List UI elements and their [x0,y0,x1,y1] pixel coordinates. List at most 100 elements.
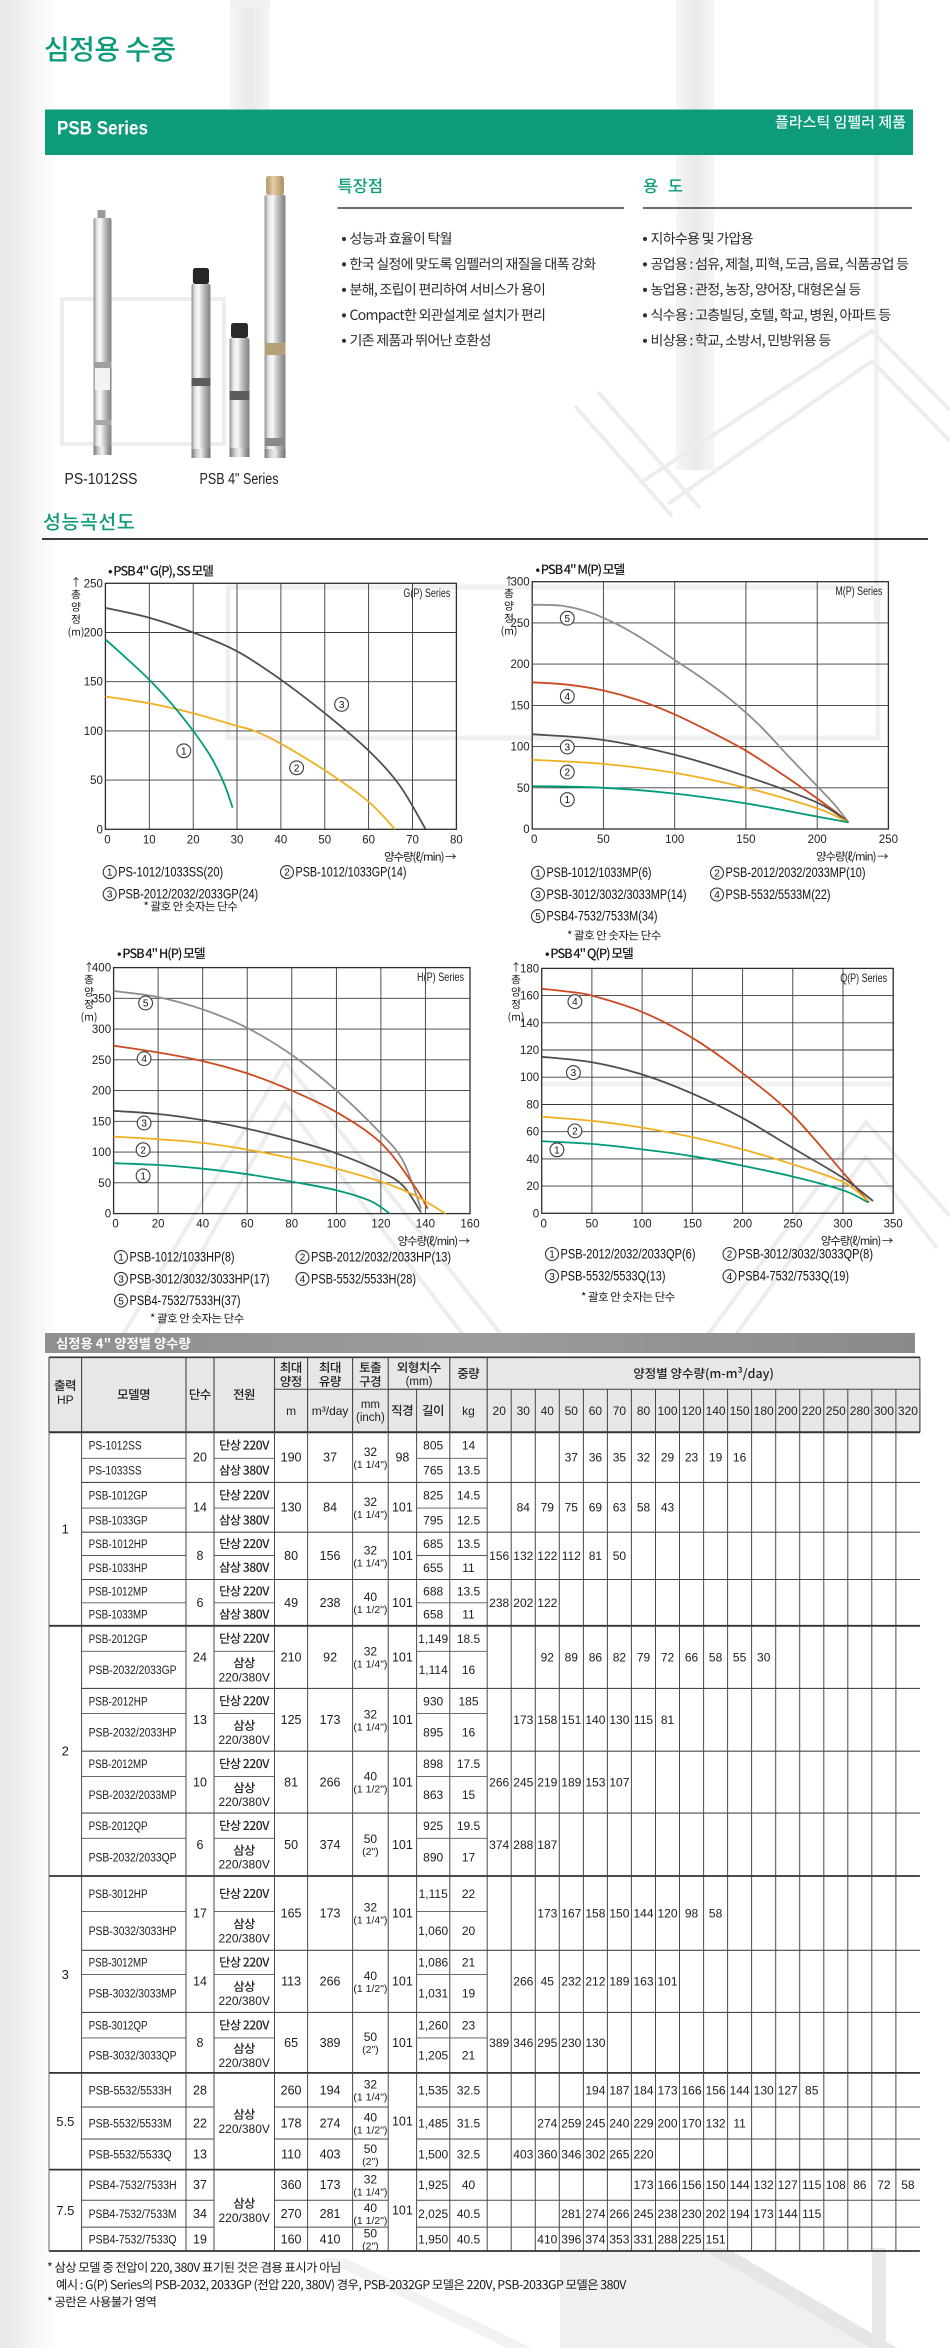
svg-text:50: 50 [98,1178,111,1190]
svg-text:108: 108 [826,2178,846,2192]
svg-text:PSB-1012MP: PSB-1012MP [89,1585,148,1599]
svg-text:2: 2 [284,868,290,879]
svg-text:30: 30 [517,1404,531,1418]
svg-text:410: 410 [320,2232,341,2246]
svg-text:28: 28 [193,2083,207,2097]
svg-text:132: 132 [513,1549,533,1563]
svg-text:250: 250 [84,578,103,590]
svg-text:120: 120 [657,1907,677,1921]
svg-text:173: 173 [320,1907,341,1921]
svg-text:3: 3 [141,1119,147,1130]
svg-text:101: 101 [657,1975,677,1989]
svg-text:22: 22 [193,2116,207,2130]
svg-text:22: 22 [462,1887,476,1901]
svg-text:31.5: 31.5 [457,2116,481,2130]
svg-text:173: 173 [633,2178,653,2192]
svg-text:173: 173 [754,2207,774,2221]
svg-text:320: 320 [898,1404,918,1418]
svg-text:PSB 4" Series: PSB 4" Series [200,471,279,488]
svg-text:70: 70 [406,834,419,846]
svg-text:35: 35 [613,1451,627,1465]
svg-text:166: 166 [657,2178,677,2192]
svg-text:1: 1 [107,868,113,879]
svg-text:72: 72 [877,2178,891,2192]
svg-text:140: 140 [416,1219,435,1231]
svg-text:58: 58 [709,1907,723,1921]
svg-text:PSB-5532/5533Q(13): PSB-5532/5533Q(13) [561,1268,666,1284]
svg-text:6: 6 [197,1838,204,1852]
svg-text:112: 112 [562,1549,581,1563]
svg-text:151: 151 [706,2232,726,2246]
svg-text:120: 120 [520,1045,539,1057]
svg-text:50: 50 [597,834,610,846]
svg-text:200: 200 [733,1218,752,1230]
svg-text:120: 120 [681,1404,701,1418]
svg-text:50: 50 [364,2227,378,2241]
svg-text:898: 898 [423,1757,443,1771]
svg-text:150: 150 [511,700,530,712]
svg-text:20: 20 [187,834,200,846]
svg-text:58: 58 [901,2178,915,2192]
svg-text:250: 250 [783,1218,802,1230]
svg-text:34: 34 [193,2207,207,2221]
svg-text:(1 1/4"): (1 1/4") [353,2092,387,2104]
svg-text:1: 1 [118,1253,124,1264]
svg-text:40.5: 40.5 [457,2232,481,2246]
svg-text:101: 101 [392,1838,413,1852]
svg-text:PSB-2032/2033HP: PSB-2032/2033HP [89,1726,177,1740]
svg-text:655: 655 [423,1561,443,1575]
svg-text:795: 795 [423,1514,443,1528]
svg-text:32: 32 [637,1451,651,1465]
svg-text:100: 100 [84,726,103,738]
svg-text:350: 350 [884,1218,903,1230]
svg-text:122: 122 [537,1549,557,1563]
svg-text:1,485: 1,485 [418,2116,448,2130]
svg-text:G(P) Series: G(P) Series [403,586,450,600]
svg-text:50: 50 [517,783,530,795]
svg-text:PSB4-7532/7533H(37): PSB4-7532/7533H(37) [130,1292,241,1308]
svg-text:229: 229 [633,2116,653,2130]
svg-text:158: 158 [537,1713,557,1727]
svg-text:658: 658 [423,1608,443,1622]
svg-text:32: 32 [364,1707,378,1721]
svg-text:280: 280 [850,1404,870,1418]
svg-text:20: 20 [526,1181,539,1193]
svg-text:232: 232 [561,1975,581,1989]
svg-text:130: 130 [754,2083,774,2097]
svg-text:84: 84 [323,1501,337,1515]
svg-text:0: 0 [112,1219,118,1231]
svg-text:156: 156 [489,1549,509,1563]
svg-text:3: 3 [565,743,571,754]
svg-text:2: 2 [727,1250,733,1261]
svg-text:1: 1 [140,1171,146,1182]
svg-text:173: 173 [320,1713,341,1727]
svg-text:2: 2 [62,1743,69,1758]
svg-text:PSB-1012/1033GP(14): PSB-1012/1033GP(14) [296,864,407,880]
svg-text:5: 5 [565,614,571,625]
svg-text:81: 81 [661,1713,675,1727]
svg-text:930: 930 [423,1694,443,1708]
svg-text:110: 110 [281,2148,301,2162]
svg-text:45: 45 [541,1975,555,1989]
svg-text:23: 23 [685,1451,699,1465]
svg-text:13: 13 [193,1713,207,1727]
svg-text:331: 331 [633,2232,653,2246]
svg-text:PSB-2012HP: PSB-2012HP [89,1694,148,1708]
svg-text:82: 82 [613,1650,627,1664]
svg-text:130: 130 [281,1501,302,1515]
svg-text:(1 1/4"): (1 1/4") [353,1459,387,1471]
svg-text:(2"): (2") [362,2156,379,2168]
svg-text:43: 43 [661,1501,675,1515]
svg-text:24: 24 [193,1650,207,1664]
svg-text:80: 80 [284,1549,298,1563]
svg-text:PSB4-7532/7533H: PSB4-7532/7533H [89,2178,177,2192]
svg-text:58: 58 [709,1650,723,1664]
svg-text:0: 0 [105,1209,111,1221]
svg-text:60: 60 [589,1404,603,1418]
svg-text:400: 400 [92,963,111,975]
svg-text:165: 165 [281,1907,302,1921]
svg-text:281: 281 [320,2207,341,2221]
svg-text:40: 40 [364,1770,378,1784]
svg-text:266: 266 [489,1776,509,1790]
svg-text:19: 19 [709,1451,723,1465]
